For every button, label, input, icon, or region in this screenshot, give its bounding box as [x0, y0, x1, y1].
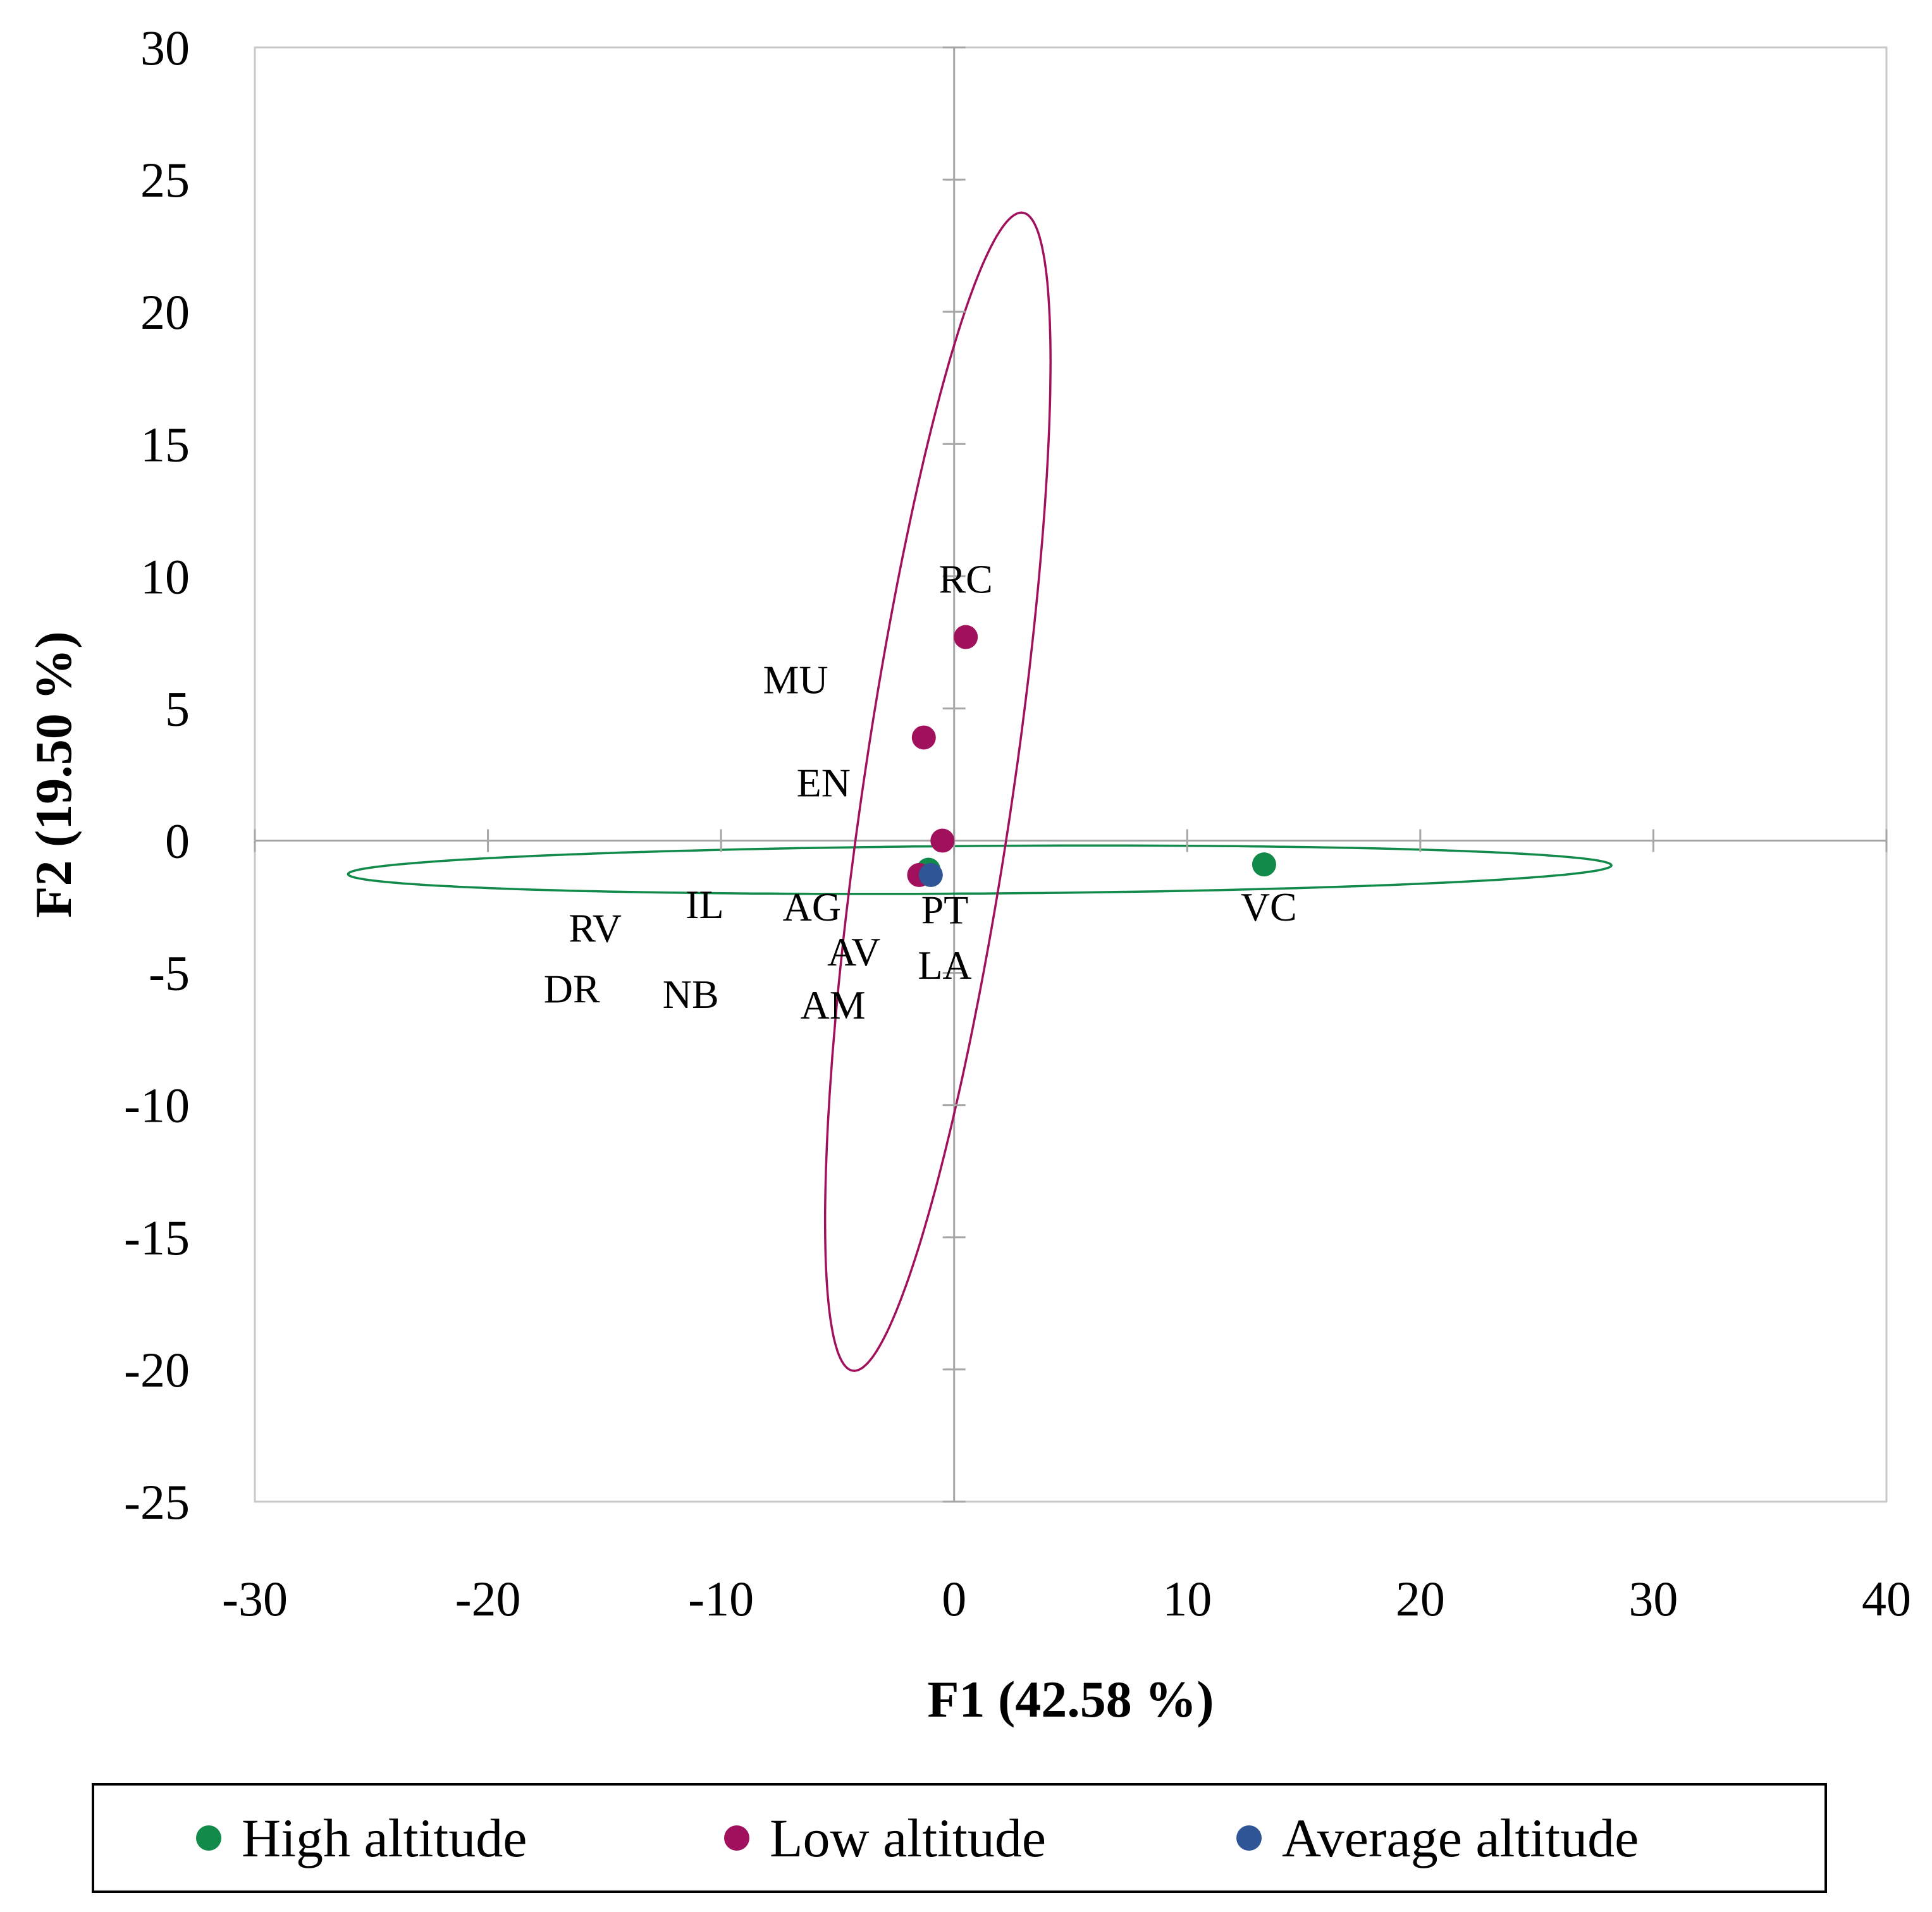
point-label-la: LA	[918, 943, 971, 988]
x-tick-label: 10	[1162, 1571, 1212, 1626]
legend-box	[92, 1783, 1827, 1893]
y-tick-label: -25	[124, 1474, 190, 1529]
y-tick-label: -10	[124, 1078, 190, 1133]
high-altitude-ellipse	[347, 844, 1613, 895]
legend-marker-average-altitude	[1236, 1825, 1262, 1851]
y-axis-ticks: 30 25 20 15 10 5 0 -5 -10 -15 -20 -25	[124, 20, 966, 1529]
point-label-am: AM	[800, 983, 865, 1027]
low-altitude-ellipse	[823, 211, 1052, 1372]
x-tick-label: 20	[1396, 1571, 1445, 1626]
x-tick-label: 30	[1628, 1571, 1678, 1626]
point-label-pt: PT	[921, 887, 969, 932]
average-altitude-point	[918, 862, 943, 887]
data-points	[907, 625, 1276, 887]
point-label-mu: MU	[763, 657, 828, 702]
point-labels: RC MU EN IL AG PT RV AV LA DR NB AM VC	[544, 557, 1297, 1027]
y-tick-label: 10	[140, 549, 190, 604]
low-altitude-point	[911, 725, 936, 750]
y-tick-label: 5	[165, 681, 190, 736]
high-altitude-point	[1252, 852, 1276, 877]
zero-axes	[255, 47, 1886, 1502]
confidence-ellipses	[347, 211, 1613, 1372]
legend-items: High altitude Low altitude Average altitud…	[196, 1808, 1639, 1868]
y-axis-title: F2 (19.50 %)	[25, 631, 82, 917]
legend-label-high-altitude: High altitude	[242, 1808, 527, 1868]
y-tick-label: 30	[140, 20, 190, 75]
point-label-rc: RC	[938, 557, 992, 602]
point-label-nb: NB	[663, 972, 719, 1017]
x-tick-label: -20	[455, 1571, 521, 1626]
point-label-vc: VC	[1241, 885, 1297, 929]
low-altitude-point	[954, 625, 978, 649]
y-tick-label: -5	[149, 946, 190, 1001]
point-label-av: AV	[827, 929, 880, 974]
legend-marker-low-altitude	[724, 1825, 749, 1851]
x-axis-ticks: -30 -20 -10 0 10 20 30 40	[222, 829, 1911, 1626]
y-tick-label: 25	[140, 152, 190, 207]
y-tick-label: -15	[124, 1210, 190, 1265]
legend-marker-high-altitude	[196, 1825, 221, 1851]
legend-label-average-altitude: Average altitude	[1282, 1808, 1639, 1868]
y-tick-label: 15	[140, 417, 190, 472]
point-label-il: IL	[686, 882, 723, 927]
point-label-dr: DR	[544, 967, 600, 1012]
plot-area	[254, 46, 1888, 1503]
y-tick-label: -20	[124, 1342, 190, 1397]
point-label-rv: RV	[569, 906, 622, 951]
x-axis-title: F1 (42.58 %)	[927, 1670, 1214, 1728]
x-tick-label: 0	[942, 1571, 966, 1626]
y-tick-label: 0	[165, 814, 190, 869]
x-tick-label: 40	[1862, 1571, 1911, 1626]
legend: High altitude Low altitude Average altitud…	[92, 1783, 1827, 1893]
x-tick-label: -30	[222, 1571, 288, 1626]
point-label-en: EN	[797, 761, 851, 806]
low-altitude-point	[930, 828, 955, 853]
point-label-ag: AG	[783, 885, 841, 929]
legend-label-low-altitude: Low altitude	[770, 1808, 1046, 1868]
y-tick-label: 20	[140, 285, 190, 340]
x-tick-label: -10	[688, 1571, 754, 1626]
